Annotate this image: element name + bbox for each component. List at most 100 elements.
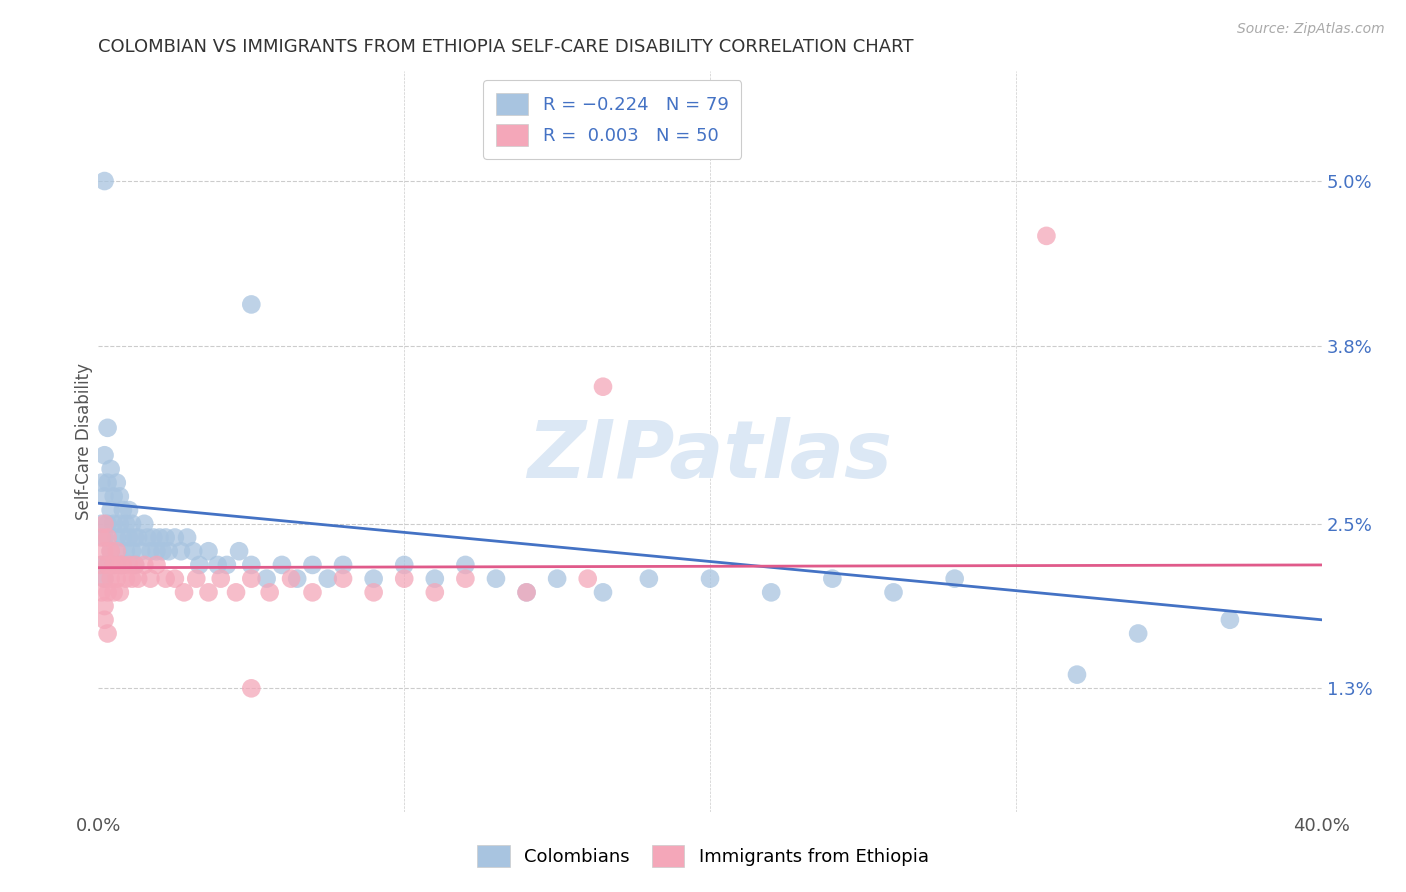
Point: [176, 531, 198, 545]
Point: [332, 572, 354, 586]
Point: [363, 572, 385, 586]
Point: [170, 544, 193, 558]
Point: [423, 585, 446, 599]
Point: [118, 531, 141, 545]
Point: [97, 516, 120, 531]
Point: [127, 531, 149, 545]
Point: [207, 558, 229, 572]
Point: [97, 475, 120, 490]
Point: [1066, 667, 1088, 681]
Point: [121, 544, 143, 558]
Point: [115, 572, 138, 586]
Point: [111, 558, 134, 572]
Point: [97, 531, 120, 545]
Point: [93, 531, 115, 545]
Point: [188, 558, 211, 572]
Legend: R = −0.224   N = 79, R =  0.003   N = 50: R = −0.224 N = 79, R = 0.003 N = 50: [484, 80, 741, 159]
Point: [100, 462, 122, 476]
Point: [1035, 228, 1057, 243]
Point: [181, 544, 204, 558]
Point: [97, 558, 120, 572]
Point: [152, 544, 174, 558]
Point: [363, 585, 385, 599]
Point: [118, 503, 141, 517]
Point: [100, 572, 122, 586]
Point: [97, 421, 120, 435]
Point: [100, 544, 122, 558]
Point: [280, 572, 302, 586]
Point: [108, 489, 131, 503]
Point: [197, 585, 219, 599]
Point: [301, 558, 323, 572]
Point: [105, 475, 128, 490]
Point: [332, 558, 354, 572]
Point: [943, 572, 966, 586]
Point: [546, 572, 568, 586]
Point: [103, 516, 125, 531]
Point: [90, 558, 112, 572]
Point: [209, 572, 232, 586]
Point: [155, 531, 177, 545]
Point: [240, 558, 263, 572]
Point: [149, 531, 172, 545]
Point: [637, 572, 661, 586]
Text: COLOMBIAN VS IMMIGRANTS FROM ETHIOPIA SELF-CARE DISABILITY CORRELATION CHART: COLOMBIAN VS IMMIGRANTS FROM ETHIOPIA SE…: [98, 38, 914, 56]
Point: [124, 558, 146, 572]
Point: [240, 572, 263, 586]
Point: [108, 558, 131, 572]
Point: [115, 544, 138, 558]
Point: [103, 585, 125, 599]
Point: [124, 558, 146, 572]
Point: [485, 572, 508, 586]
Point: [145, 544, 167, 558]
Point: [93, 174, 115, 188]
Point: [129, 544, 152, 558]
Point: [228, 544, 250, 558]
Point: [392, 558, 416, 572]
Point: [93, 448, 115, 462]
Point: [118, 558, 141, 572]
Point: [90, 585, 112, 599]
Point: [103, 558, 125, 572]
Point: [699, 572, 721, 586]
Point: [157, 544, 180, 558]
Point: [759, 585, 782, 599]
Point: [105, 572, 128, 586]
Point: [454, 572, 477, 586]
Point: [121, 572, 143, 586]
Text: ZIPatlas: ZIPatlas: [527, 417, 893, 495]
Point: [121, 516, 143, 531]
Point: [259, 585, 281, 599]
Point: [1219, 613, 1241, 627]
Point: [423, 572, 446, 586]
Point: [108, 516, 131, 531]
Point: [97, 558, 120, 572]
Point: [240, 681, 263, 696]
Legend: Colombians, Immigrants from Ethiopia: Colombians, Immigrants from Ethiopia: [470, 838, 936, 874]
Point: [100, 503, 122, 517]
Point: [821, 572, 844, 586]
Point: [111, 531, 134, 545]
Point: [93, 544, 115, 558]
Point: [197, 544, 219, 558]
Point: [173, 585, 195, 599]
Point: [93, 599, 115, 613]
Point: [301, 585, 323, 599]
Point: [883, 585, 905, 599]
Point: [90, 558, 112, 572]
Point: [163, 572, 186, 586]
Point: [215, 558, 238, 572]
Point: [100, 544, 122, 558]
Point: [256, 572, 278, 586]
Point: [111, 503, 134, 517]
Point: [111, 558, 134, 572]
Point: [108, 558, 131, 572]
Point: [392, 572, 416, 586]
Point: [139, 544, 162, 558]
Point: [142, 531, 165, 545]
Y-axis label: Self-Care Disability: Self-Care Disability: [75, 363, 93, 520]
Point: [93, 572, 115, 586]
Point: [139, 572, 162, 586]
Point: [285, 572, 308, 586]
Point: [93, 613, 115, 627]
